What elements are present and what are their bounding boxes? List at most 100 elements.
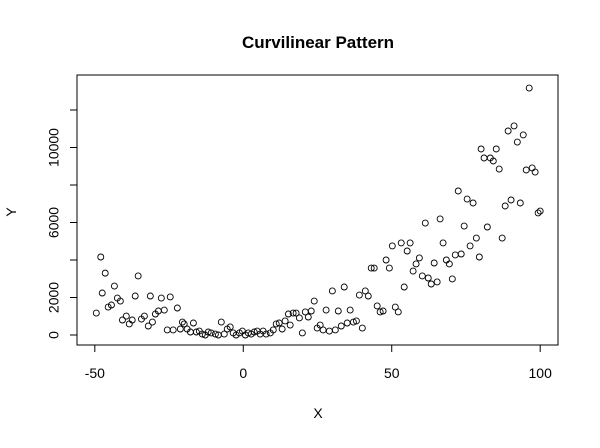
- point: [107, 301, 115, 309]
- point: [513, 138, 521, 146]
- point: [355, 291, 363, 299]
- point: [439, 239, 447, 247]
- point: [451, 251, 459, 259]
- point: [140, 312, 148, 320]
- point: [217, 318, 225, 326]
- point: [433, 278, 441, 286]
- point: [173, 304, 181, 312]
- point: [445, 260, 453, 268]
- point: [118, 316, 126, 324]
- point: [534, 209, 542, 217]
- point: [480, 154, 488, 162]
- point: [328, 287, 336, 295]
- point: [504, 127, 512, 135]
- point: [427, 280, 435, 288]
- point: [289, 309, 297, 317]
- point: [204, 328, 212, 336]
- point: [421, 219, 429, 227]
- point: [281, 317, 289, 325]
- point: [97, 253, 105, 261]
- point: [272, 320, 280, 328]
- x-tick-label: 50: [384, 365, 400, 381]
- point: [379, 307, 387, 315]
- point: [180, 320, 188, 328]
- point: [160, 306, 168, 314]
- point: [415, 254, 423, 262]
- point: [495, 165, 503, 173]
- point: [516, 199, 524, 207]
- point: [295, 314, 303, 322]
- point: [131, 292, 139, 300]
- point: [125, 320, 133, 328]
- point: [284, 310, 292, 318]
- point: [116, 297, 124, 305]
- point: [176, 325, 184, 333]
- point: [373, 302, 381, 310]
- point: [370, 264, 378, 272]
- point: [460, 222, 468, 230]
- point: [388, 242, 396, 250]
- point: [192, 328, 200, 336]
- point: [361, 287, 369, 295]
- point: [442, 256, 450, 264]
- point: [463, 195, 471, 203]
- point: [454, 187, 462, 195]
- point: [382, 256, 390, 264]
- point: [430, 259, 438, 267]
- point: [349, 318, 357, 326]
- point: [457, 250, 465, 258]
- point: [522, 166, 530, 174]
- point: [510, 122, 518, 130]
- point: [394, 308, 402, 316]
- point: [144, 322, 152, 330]
- point: [278, 325, 286, 333]
- point: [163, 326, 171, 334]
- point: [101, 269, 109, 277]
- point: [128, 316, 136, 324]
- point: [424, 274, 432, 282]
- point: [262, 330, 270, 338]
- point: [220, 330, 228, 338]
- x-tick-label: 100: [529, 365, 553, 381]
- point: [528, 164, 536, 172]
- y-tick-label: 6000: [46, 207, 62, 238]
- point: [469, 199, 477, 207]
- plot-box: [76, 74, 559, 346]
- point: [346, 306, 354, 314]
- point: [98, 289, 106, 297]
- point: [352, 317, 360, 325]
- point: [134, 272, 142, 280]
- point: [307, 307, 315, 315]
- point: [250, 328, 258, 336]
- point: [412, 260, 420, 268]
- point: [166, 293, 174, 301]
- point: [358, 324, 366, 332]
- point: [477, 145, 485, 153]
- point: [472, 234, 480, 242]
- chart-title: Curvilinear Pattern: [242, 33, 394, 52]
- point: [207, 329, 215, 337]
- point: [406, 239, 414, 247]
- point: [157, 294, 165, 302]
- point: [403, 247, 411, 255]
- point: [198, 330, 206, 338]
- point: [298, 329, 306, 337]
- y-tick-label: 10000: [46, 128, 62, 167]
- y-tick-label: 2000: [46, 282, 62, 313]
- y-axis-label: Y: [3, 207, 19, 217]
- y-tick-label: 0: [46, 331, 62, 339]
- point: [391, 303, 399, 311]
- point: [211, 330, 219, 338]
- point: [418, 272, 426, 280]
- point: [466, 242, 474, 250]
- point: [409, 267, 417, 275]
- point: [475, 253, 483, 261]
- point: [492, 145, 500, 153]
- point: [448, 275, 456, 283]
- point: [286, 321, 294, 329]
- point: [525, 84, 533, 92]
- point: [148, 318, 156, 326]
- point: [376, 308, 384, 316]
- x-tick-label: 0: [239, 365, 247, 381]
